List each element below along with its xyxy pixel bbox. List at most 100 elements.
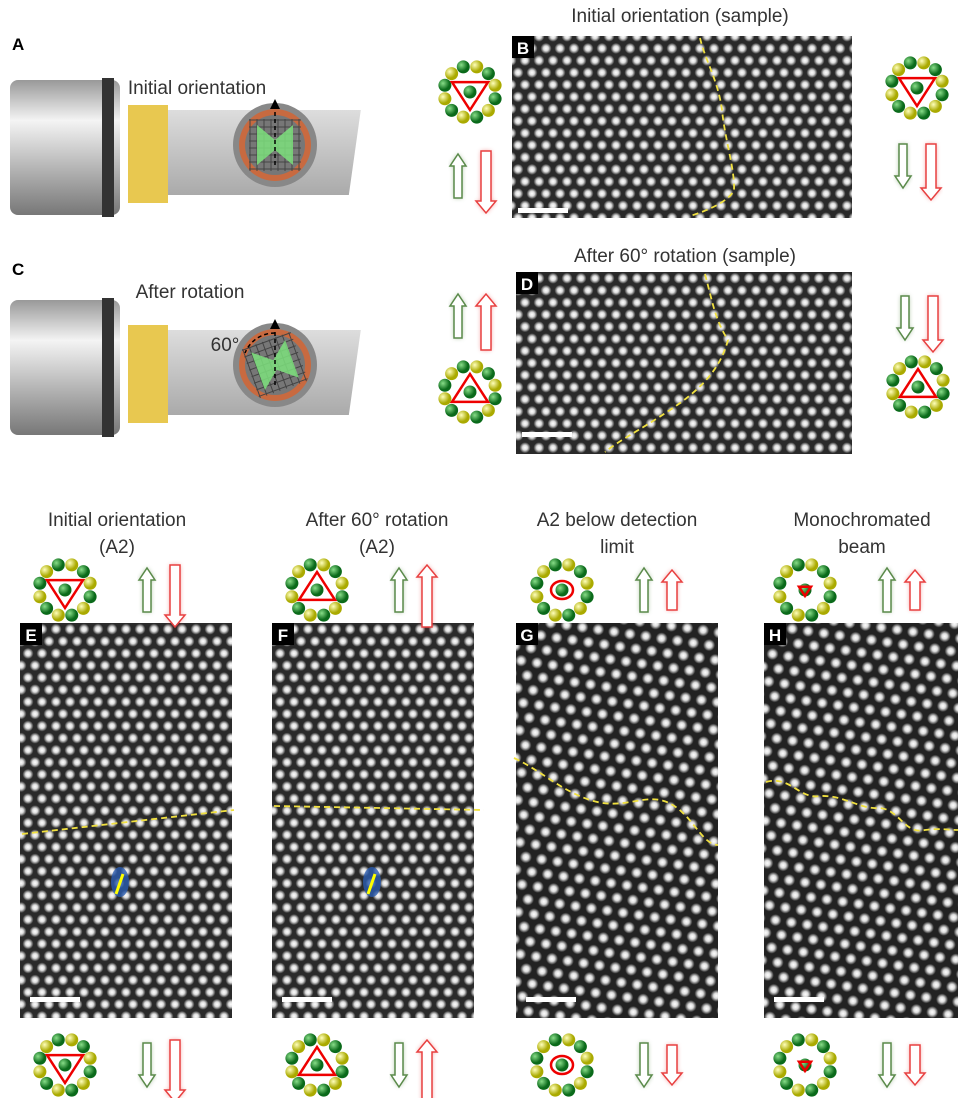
atom [285, 1065, 298, 1078]
arrow-body [450, 294, 466, 338]
atom [457, 111, 470, 124]
atom [84, 577, 97, 590]
atom [438, 379, 451, 392]
arrow [905, 570, 925, 610]
atom [905, 355, 918, 368]
panel-title: After 60° rotation [306, 510, 449, 531]
panel-label: D [521, 275, 533, 294]
arrow-body [923, 296, 943, 352]
atom [336, 590, 349, 603]
arrow-body [391, 568, 407, 612]
arrow [139, 568, 155, 612]
atom [893, 399, 906, 412]
atom [773, 1052, 786, 1065]
atom [470, 60, 483, 73]
atom [482, 404, 495, 417]
atom [40, 1040, 53, 1053]
arrow-body [417, 565, 437, 627]
atom [824, 590, 837, 603]
atom [885, 75, 898, 88]
atom [549, 609, 562, 622]
atom [893, 362, 906, 375]
atom [911, 82, 924, 95]
atom [581, 590, 594, 603]
atom [336, 577, 349, 590]
atom [581, 1065, 594, 1078]
atom [930, 399, 943, 412]
panel-title: After 60° rotation (sample) [574, 246, 796, 267]
atom [470, 411, 483, 424]
atom [530, 590, 543, 603]
atom [464, 86, 477, 99]
atom-icon [886, 355, 949, 418]
arrow [450, 154, 466, 198]
atom [929, 100, 942, 113]
arrow-body [879, 1043, 895, 1087]
arrow [391, 568, 407, 612]
atom [912, 381, 925, 394]
atom [40, 602, 53, 615]
atom-icon [885, 56, 948, 119]
atom [482, 104, 495, 117]
atom [562, 609, 575, 622]
atom [65, 558, 78, 571]
arrow [165, 1040, 185, 1098]
atom [530, 577, 543, 590]
atom [886, 387, 899, 400]
atom-icon [530, 1033, 593, 1096]
atom [792, 1033, 805, 1046]
atom [489, 92, 502, 105]
atom [470, 360, 483, 373]
scale-bar [522, 432, 572, 437]
atom [574, 565, 587, 578]
atom [77, 1040, 90, 1053]
atom-icon [285, 558, 348, 621]
atom [792, 609, 805, 622]
panel-label: F [278, 626, 288, 645]
arrow-body [905, 1045, 925, 1085]
atom [930, 362, 943, 375]
atom [562, 558, 575, 571]
atom [445, 404, 458, 417]
atom [438, 79, 451, 92]
atom [329, 565, 342, 578]
arrow [165, 565, 185, 627]
arrow-body [450, 154, 466, 198]
atom [52, 609, 65, 622]
atom [445, 67, 458, 80]
atom [885, 88, 898, 101]
arrow-body [165, 1040, 185, 1098]
arrow [879, 568, 895, 612]
panel-label: H [769, 626, 781, 645]
panel-label: G [520, 626, 533, 645]
atom [817, 1040, 830, 1053]
atom [470, 111, 483, 124]
atom [304, 609, 317, 622]
arrow [636, 1043, 652, 1087]
atom-icon [530, 558, 593, 621]
arrow-body [636, 568, 652, 612]
atom [530, 1065, 543, 1078]
specimen-holder [10, 298, 361, 437]
atom [304, 558, 317, 571]
atom [556, 584, 569, 597]
atom [936, 75, 949, 88]
arrow-body [139, 568, 155, 612]
atom [817, 565, 830, 578]
atom [304, 1084, 317, 1097]
arrow [879, 1043, 895, 1087]
atom [817, 602, 830, 615]
atom [817, 1077, 830, 1090]
panel-title: After rotation [136, 282, 245, 303]
atom [937, 374, 950, 387]
atom [65, 1084, 78, 1097]
atom [530, 1052, 543, 1065]
atom [336, 1065, 349, 1078]
atom [304, 1033, 317, 1046]
atom [52, 1033, 65, 1046]
arrow [450, 294, 466, 338]
panel-title: (A2) [359, 537, 395, 558]
panel-label: C [12, 260, 24, 279]
atom [336, 1052, 349, 1065]
atom [929, 63, 942, 76]
